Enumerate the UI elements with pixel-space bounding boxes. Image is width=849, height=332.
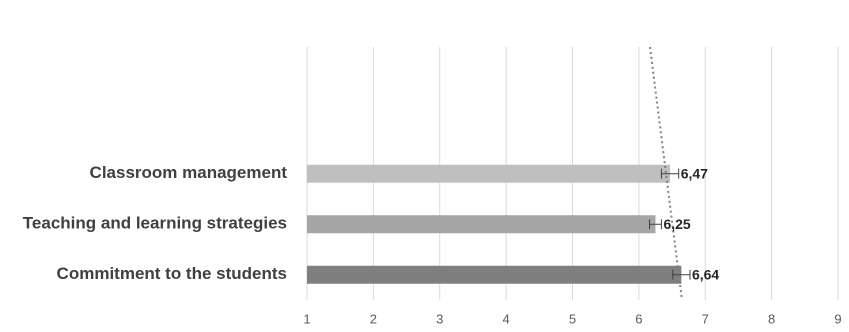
x-tick-label: 9	[834, 311, 841, 326]
x-tick-label: 7	[702, 311, 709, 326]
x-tick-label: 1	[303, 311, 310, 326]
bar	[307, 215, 656, 234]
x-tick-label: 5	[569, 311, 576, 326]
bar	[307, 164, 671, 183]
x-tick-label: 3	[436, 311, 443, 326]
y-tick-label: Classroom management	[90, 163, 288, 182]
x-tick-label: 8	[768, 311, 775, 326]
y-tick-label: Commitment to the students	[57, 264, 287, 283]
data-label: 6,47	[681, 165, 708, 181]
x-tick-label: 2	[370, 311, 377, 326]
x-tick-label: 4	[503, 311, 510, 326]
bar	[307, 265, 682, 284]
y-tick-label: Teaching and learning strategies	[23, 214, 287, 233]
data-label: 6,64	[692, 266, 719, 282]
x-tick-label: 6	[635, 311, 642, 326]
data-label: 6,25	[663, 216, 690, 232]
